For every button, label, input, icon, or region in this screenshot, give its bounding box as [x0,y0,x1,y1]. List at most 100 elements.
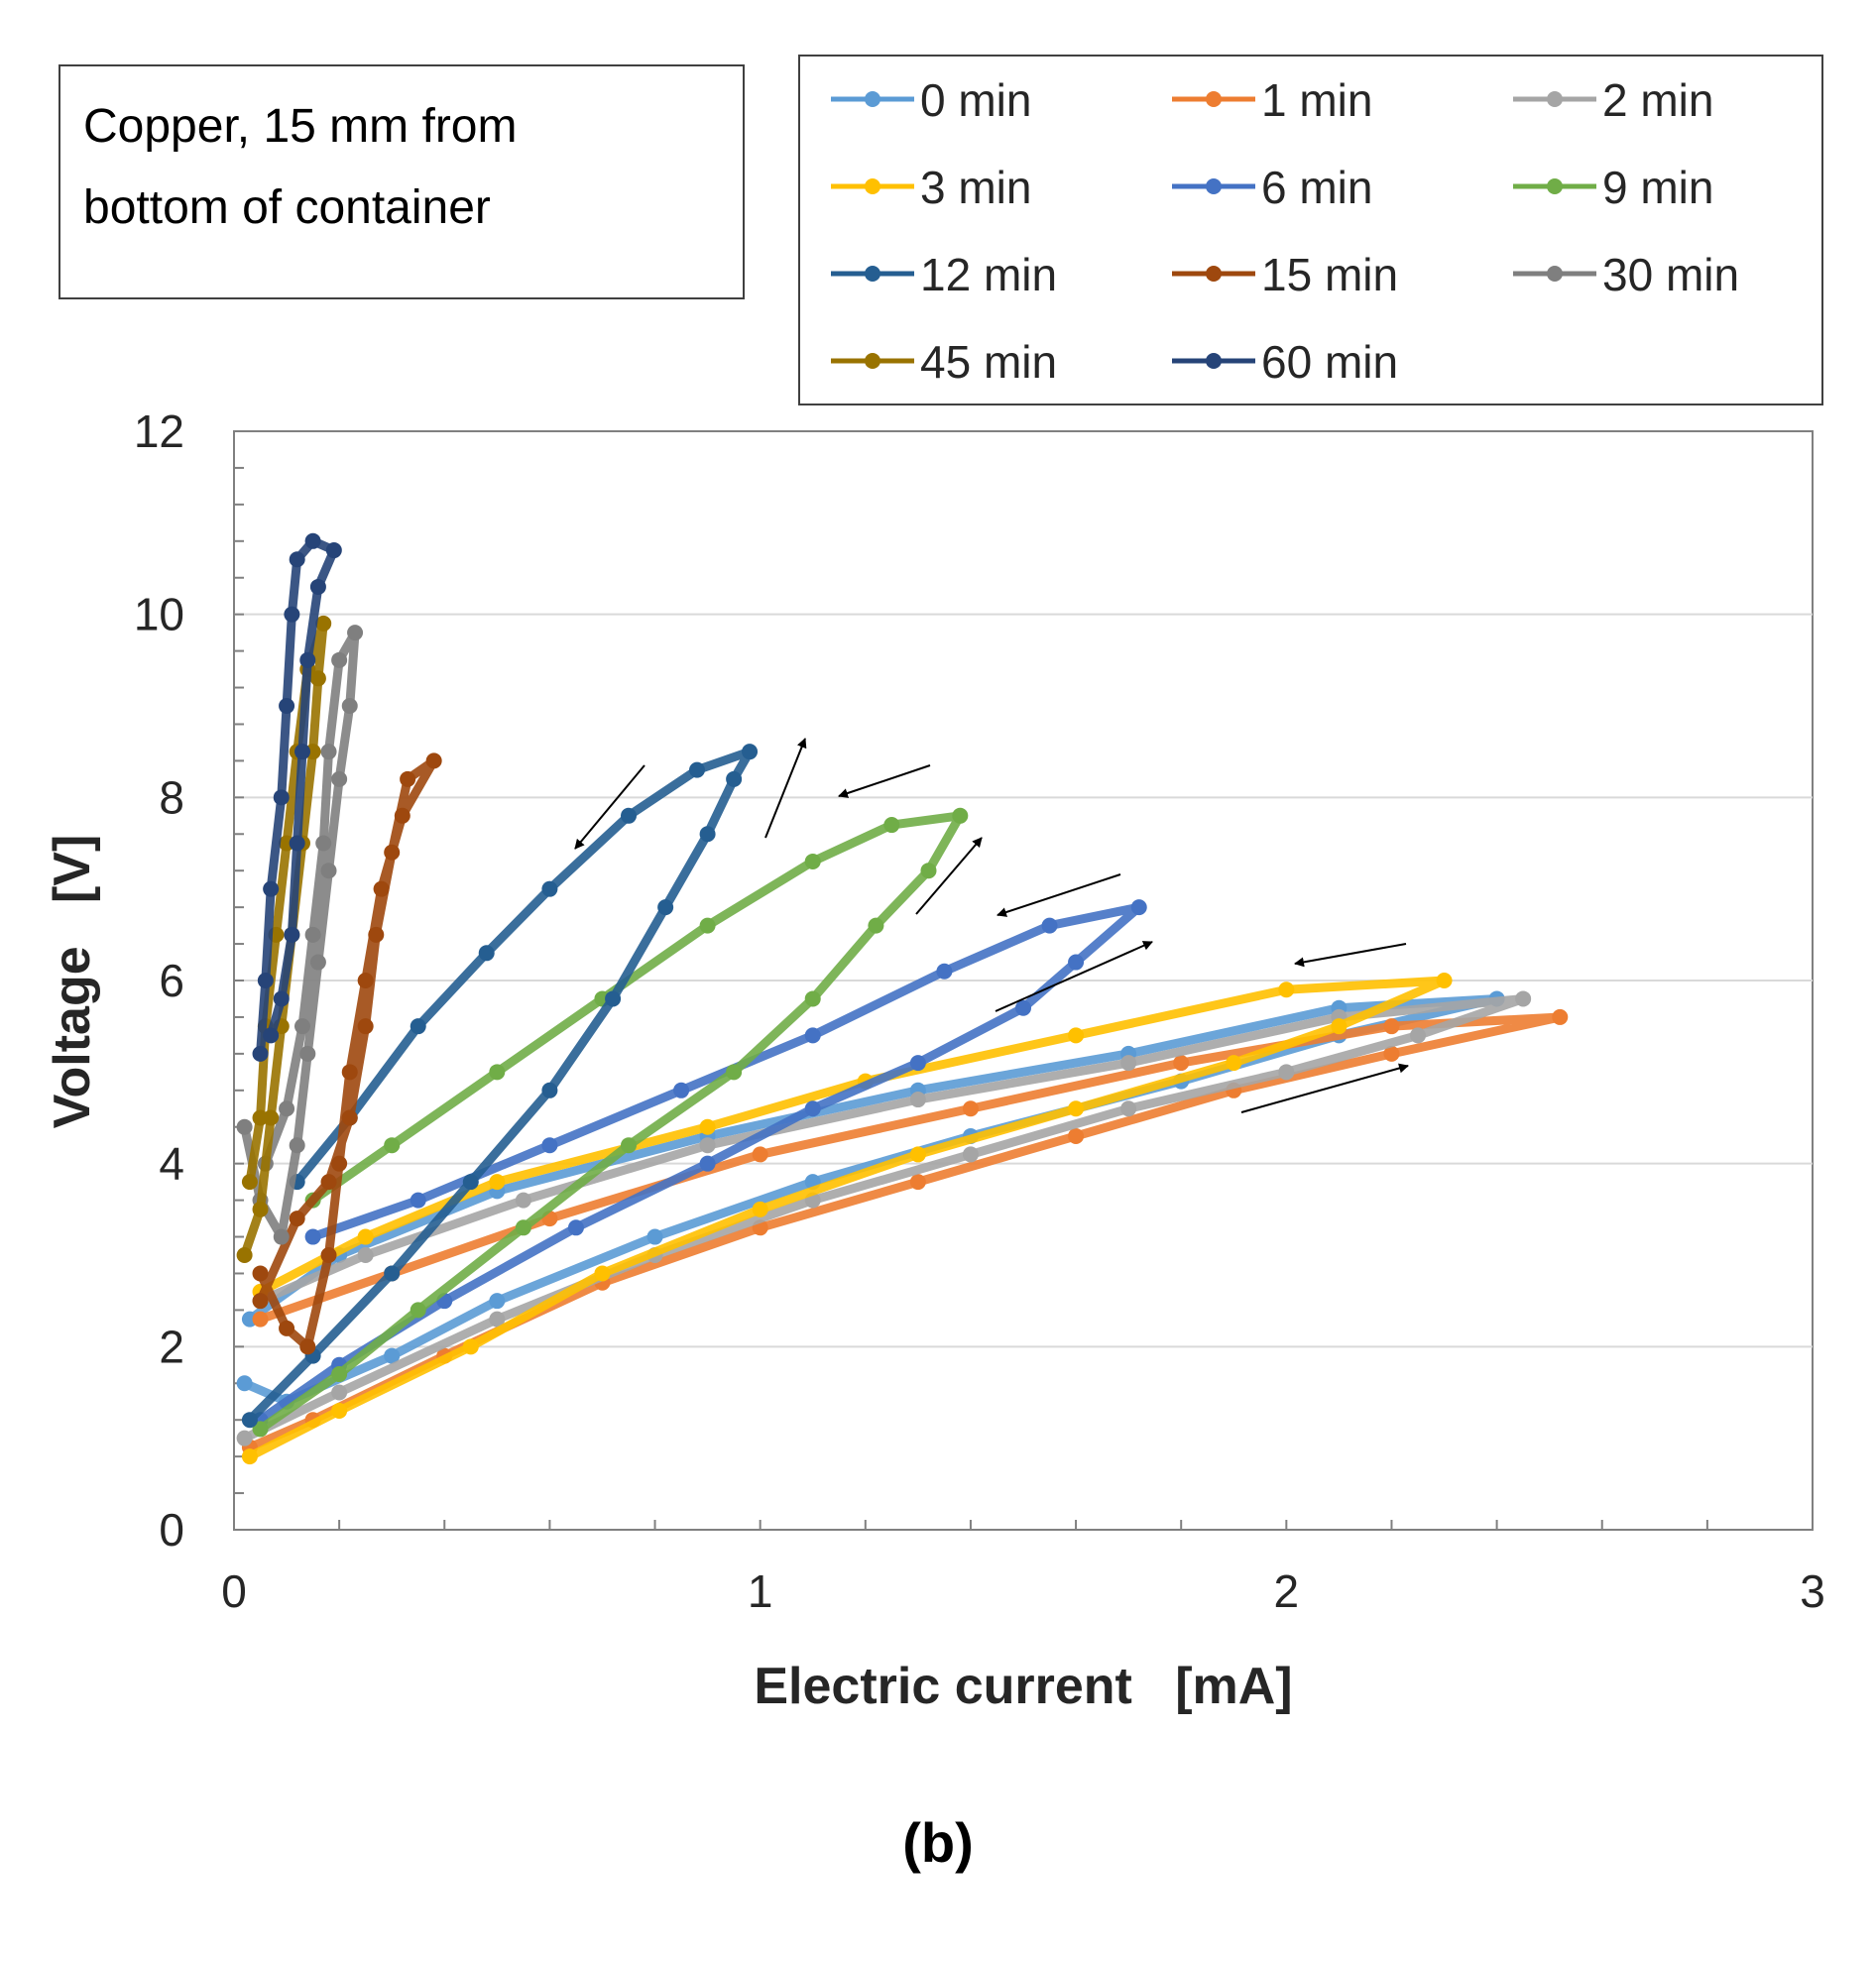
direction-arrow [1294,943,1407,968]
legend-swatch-marker [865,353,880,369]
y-axis-label: Voltage [V] [44,835,101,1129]
x-axis-label: Electric current [mA] [754,1658,1292,1715]
data-point [331,1366,348,1383]
data-point [742,744,759,760]
data-point [236,1247,253,1263]
data-point [1120,1055,1137,1072]
data-point [567,1219,584,1236]
legend-swatch-marker [865,178,880,194]
data-point [909,1092,926,1108]
data-point [804,1027,821,1044]
data-point [331,651,348,668]
data-point [252,1265,269,1282]
annotation-line-1: Copper, 15 mm from [83,100,517,153]
data-point [252,1293,269,1310]
legend-swatch-marker [1547,178,1563,194]
data-point [252,1311,269,1328]
y-tick-label: 8 [159,771,184,823]
series-line [256,755,439,1351]
legend-label: 3 min [920,162,1031,213]
direction-arrows [574,738,1409,1113]
data-point [489,1311,506,1328]
legend-swatch-marker [1547,91,1563,107]
direction-arrow [574,764,645,850]
direction-arrow [915,837,983,915]
data-point [699,917,716,934]
series-line [256,536,339,1059]
data-point [273,789,290,806]
data-point [341,1109,358,1126]
data-point [657,899,674,916]
data-point [279,1100,295,1117]
data-point [1130,899,1147,916]
legend-swatch-marker [1206,178,1222,194]
data-point [410,1302,426,1319]
legend: 0 min 1 min 2 min 3 min 6 min 9 min 12 min 15 m… [798,55,1823,405]
legend-swatch-marker [865,91,880,107]
data-point [357,1247,374,1263]
data-point [320,1174,337,1191]
y-tick-label: 0 [159,1504,184,1556]
series-15-min [252,752,442,1355]
legend-item: 3 min [831,162,1031,213]
legend-item: 1 min [1172,74,1372,126]
data-point [752,1201,768,1217]
data-point [1068,1127,1085,1144]
data-point [410,1018,426,1035]
data-point [699,1137,716,1154]
data-point [909,1146,926,1163]
legend-label: 30 min [1602,249,1739,300]
data-point [920,863,937,879]
data-point [320,744,337,760]
data-point [489,1064,506,1081]
y-tick-label: 4 [159,1138,184,1190]
legend-label: 0 min [920,74,1031,126]
y-tick-label: 6 [159,955,184,1006]
data-point [699,1155,716,1172]
legend-swatch-marker [1547,266,1563,282]
data-point [357,1018,374,1035]
legend-label: 15 min [1261,249,1398,300]
x-tick-label: 1 [748,1565,773,1617]
data-point [384,1265,401,1282]
data-point [273,990,290,1007]
legend-item: 2 min [1513,74,1713,126]
data-point [299,1045,316,1062]
data-point [293,744,310,760]
data-point [331,1155,348,1172]
data-point [252,1045,269,1062]
data-point [284,926,300,943]
data-point [263,1027,280,1044]
y-tick-label: 2 [159,1321,184,1372]
series-30-min [236,625,364,1245]
data-point [1226,1055,1242,1072]
data-point [304,926,321,943]
data-point [1331,1018,1348,1035]
legend-label: 6 min [1261,162,1372,213]
data-point [410,1192,426,1209]
data-point [489,1174,506,1191]
data-point [1383,1045,1400,1062]
data-point [252,1421,269,1438]
data-point [263,880,280,897]
legend-swatch-marker [865,266,880,282]
data-point [289,835,305,852]
data-point [320,863,337,879]
data-point [257,973,274,988]
data-point [373,880,390,897]
data-point [1436,973,1453,988]
data-point [1278,982,1295,998]
data-point [236,1430,253,1446]
data-point [515,1219,531,1236]
data-point [1410,1027,1426,1044]
data-point [541,1082,558,1098]
data-point [315,615,332,632]
legend-item: 15 min [1172,249,1398,300]
direction-arrow [764,738,807,839]
data-point [1041,917,1058,934]
legend-item: 0 min [831,74,1031,126]
x-tick-label: 3 [1800,1565,1825,1617]
data-point [605,990,622,1007]
